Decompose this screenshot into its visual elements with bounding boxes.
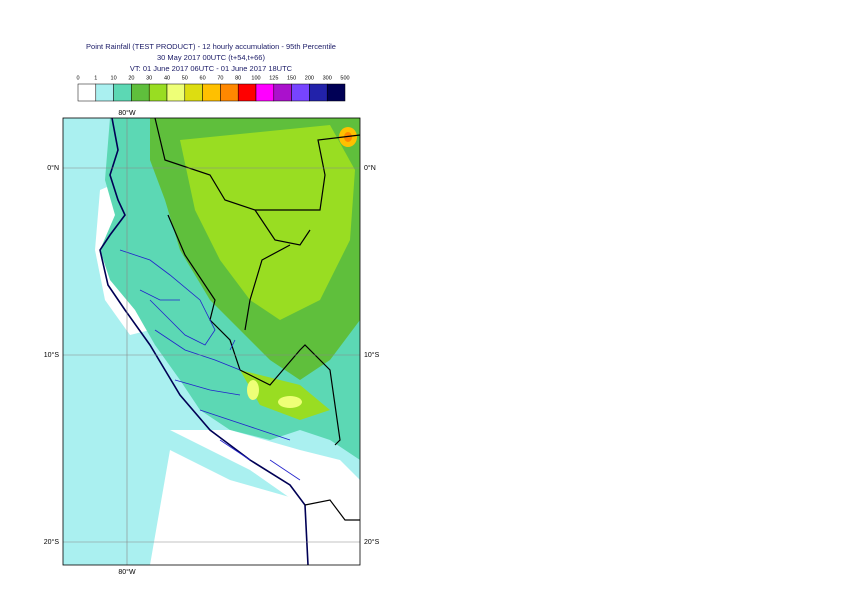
- legend-label: 150: [287, 75, 296, 81]
- rain-50: [278, 396, 302, 408]
- dry-land: [170, 430, 360, 565]
- legend-swatch: [166, 83, 186, 102]
- legend-label: 125: [269, 75, 278, 81]
- legend-swatch: [326, 83, 346, 102]
- legend-swatch: [220, 83, 239, 102]
- legend-swatch: [202, 83, 221, 102]
- legend-swatch: [309, 83, 328, 102]
- lat-label: 10°S: [364, 351, 380, 359]
- legend-swatch: [113, 83, 132, 102]
- legend-swatch: [148, 83, 168, 102]
- color-legend: 0 1 10 20 30 40 50 60 70 80 100 125 150 200 300 500: [76, 75, 350, 102]
- dry-ocean: [150, 450, 310, 565]
- title: Point Rainfall (TEST PRODUCT) - 12 hourl…: [86, 42, 336, 51]
- rain-40: [180, 125, 355, 320]
- map-frame: [62, 117, 361, 566]
- legend-swatch: [255, 83, 275, 102]
- legend-label: 70: [217, 75, 223, 81]
- legend-swatch: [273, 83, 292, 102]
- rain-50: [247, 380, 259, 400]
- lat-label: 20°S: [364, 538, 380, 546]
- legend-label: 300: [323, 75, 332, 81]
- legend-label: 0: [76, 75, 79, 81]
- legend-label: 20: [128, 75, 134, 81]
- lon-label: 80°W: [118, 568, 136, 576]
- legend-label: 80: [235, 75, 241, 81]
- lat-label: 0°N: [47, 164, 59, 172]
- legend-swatch: [184, 83, 203, 102]
- legend-swatch: [131, 83, 150, 102]
- legend-label: 50: [182, 75, 188, 81]
- legend-swatch: [95, 83, 114, 102]
- legend-label: 1: [94, 75, 97, 81]
- legend-label: 30: [146, 75, 152, 81]
- lat-label: 0°N: [364, 164, 376, 172]
- country-borders: [154, 118, 360, 521]
- legend-label: 60: [200, 75, 206, 81]
- coastline: [99, 118, 309, 565]
- rain-40: [240, 370, 330, 420]
- legend-label: 100: [251, 75, 260, 81]
- legend-swatch: [237, 83, 257, 102]
- map-area: [63, 118, 360, 565]
- lon-label: 80°W: [118, 109, 136, 117]
- lat-label: 10°S: [44, 351, 60, 359]
- legend-label: 500: [340, 75, 349, 81]
- legend-label: 10: [111, 75, 117, 81]
- valid-time: VT: 01 June 2017 06UTC - 01 June 2017 18…: [130, 64, 293, 73]
- lat-label: 20°S: [44, 538, 60, 546]
- legend-swatch: [77, 83, 97, 102]
- legend-label: 200: [305, 75, 314, 81]
- legend-swatch: [291, 83, 310, 102]
- base-time: 30 May 2017 00UTC (t+54,t+66): [157, 53, 265, 62]
- legend-label: 40: [164, 75, 170, 81]
